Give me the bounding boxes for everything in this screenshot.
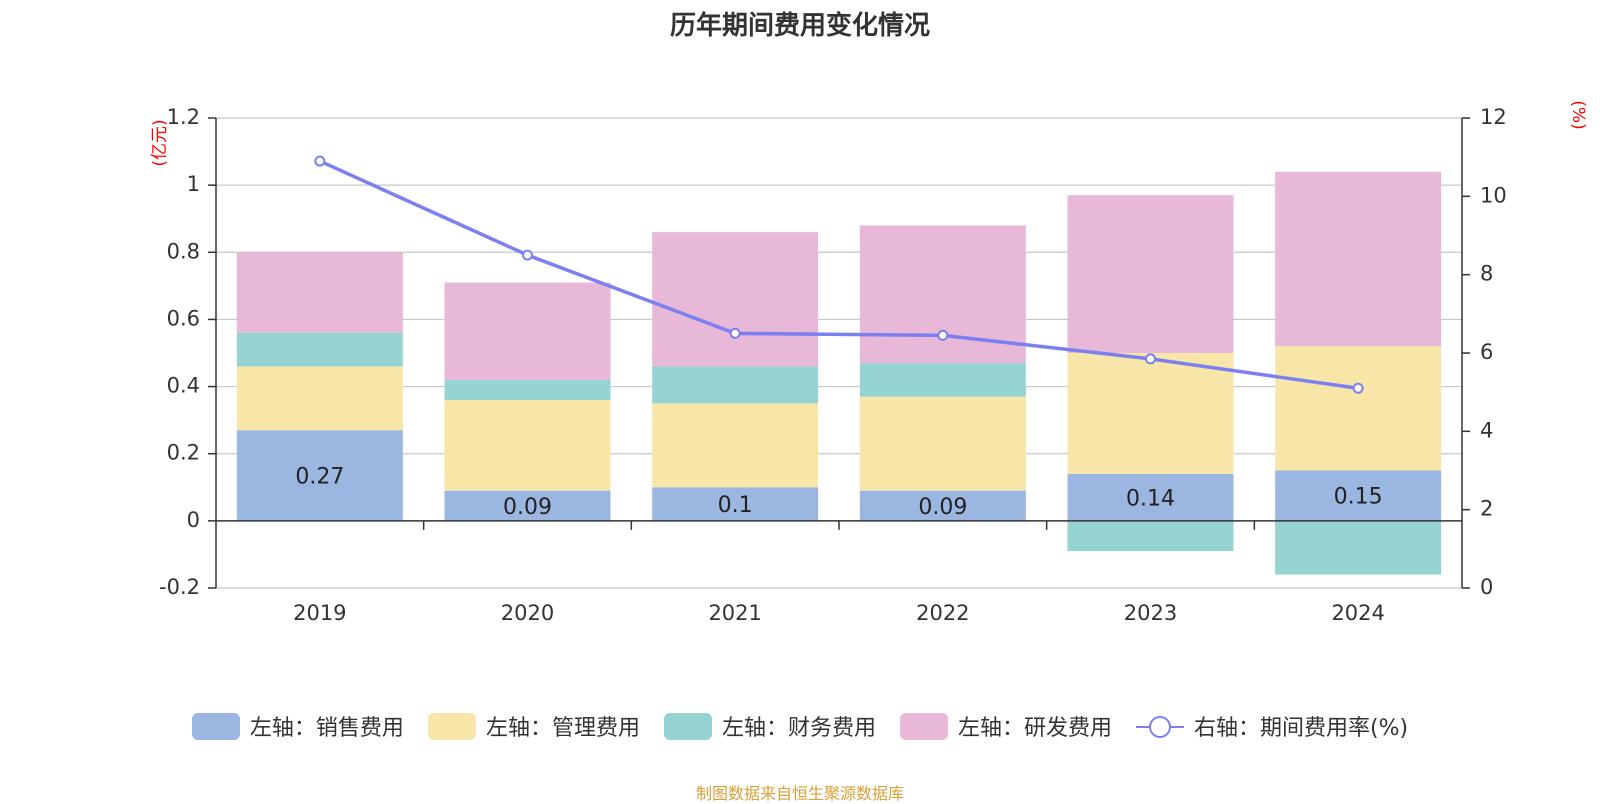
bars <box>236 171 1442 575</box>
legend-swatch-admin <box>427 712 476 740</box>
x-axis-tick-label: 2024 <box>1331 601 1384 625</box>
bar-admin <box>236 366 403 431</box>
rate-line-path <box>319 159 1359 390</box>
legend-item-finance[interactable]: 左轴：财务费用 <box>663 710 876 742</box>
rate-point <box>522 249 533 261</box>
legend-swatch-rate <box>1135 713 1184 740</box>
bar-finance <box>444 379 611 400</box>
data-label: 0.09 <box>918 495 967 520</box>
bar-rd <box>1275 171 1442 347</box>
legend: 左轴：销售费用 左轴：管理费用 左轴：财务费用 左轴：研发费用 右轴：期间费用率… <box>0 706 1600 746</box>
x-axis-tick-label: 2020 <box>501 601 554 625</box>
left-axis-tick-label: 0.2 <box>167 441 200 465</box>
bar-finance <box>236 332 403 367</box>
bar-admin <box>1067 353 1234 474</box>
source-note: 制图数据来自恒生聚源数据库 <box>695 784 904 803</box>
bar-finance <box>1067 520 1234 552</box>
rate-point <box>1145 353 1156 365</box>
x-axis-tick-label: 2021 <box>708 601 761 625</box>
rate-point <box>937 329 949 341</box>
bar-rd <box>236 252 403 333</box>
legend-label-rate: 右轴：期间费用率(%) <box>1193 716 1409 741</box>
bar-sales <box>1067 473 1234 521</box>
chart-title: 历年期间费用变化情况 <box>670 10 930 41</box>
data-label: 0.14 <box>1126 486 1175 511</box>
bar-sales <box>859 490 1026 521</box>
bar-admin <box>859 396 1026 491</box>
bar-admin <box>1275 346 1442 471</box>
rate-point <box>1352 382 1364 394</box>
legend-label-sales: 左轴：销售费用 <box>249 716 404 741</box>
bar-admin <box>652 403 819 488</box>
left-axis-tick-label: -0.2 <box>159 575 200 599</box>
x-axis-tick-label: 2019 <box>293 601 346 625</box>
right-axis-tick-label: 8 <box>1480 262 1493 286</box>
bar-finance <box>652 366 819 404</box>
legend-item-admin[interactable]: 左轴：管理费用 <box>427 710 640 742</box>
data-label: 0.09 <box>503 495 552 520</box>
bar-rd <box>1067 195 1234 353</box>
bar-rd <box>652 232 819 367</box>
data-label: 0.27 <box>295 465 344 490</box>
bar-rd <box>444 282 611 380</box>
bar-sales <box>652 487 819 521</box>
right-axis-tick-label: 0 <box>1480 575 1493 599</box>
legend-item-sales[interactable]: 左轴：销售费用 <box>191 710 404 742</box>
right-axis-tick-label: 6 <box>1480 340 1493 364</box>
bar-finance <box>1275 520 1442 575</box>
left-axis-unit: (亿元) <box>150 119 170 166</box>
legend-label-admin: 左轴：管理费用 <box>485 716 640 741</box>
data-label: 0.15 <box>1334 485 1383 510</box>
legend-swatch-sales <box>191 712 240 740</box>
rate-point <box>314 155 326 167</box>
legend-item-rate[interactable]: 右轴：期间费用率(%) <box>1135 710 1409 742</box>
bar-admin <box>444 400 611 491</box>
data-label: 0.1 <box>718 493 753 518</box>
legend-item-rd[interactable]: 左轴：研发费用 <box>899 710 1112 742</box>
bar-sales <box>1275 470 1442 521</box>
bar-finance <box>859 363 1026 397</box>
left-axis-tick-label: 0.8 <box>167 239 200 263</box>
right-axis-tick-label: 2 <box>1480 497 1493 521</box>
grid-lines <box>216 117 1462 589</box>
legend-swatch-rd <box>899 712 948 740</box>
left-axis-tick-label: 0.4 <box>167 374 200 398</box>
right-axis-tick-label: 4 <box>1480 418 1493 442</box>
right-axis-unit: (%) <box>1568 100 1588 129</box>
legend-swatch-finance <box>663 712 712 740</box>
left-axis-tick-label: 1.2 <box>167 105 200 129</box>
x-axis-tick-label: 2023 <box>1124 601 1177 625</box>
axes: -0.2 0 0.2 0.4 0.6 0.8 1 1.2 0 2 4 6 8 10 12 2019 2020 20… <box>159 105 1507 625</box>
rate-line <box>314 155 1364 394</box>
left-axis-tick-label: 1 <box>187 172 200 196</box>
left-axis-tick-label: 0.6 <box>167 306 200 330</box>
right-axis-tick-label: 10 <box>1480 183 1507 207</box>
legend-label-finance: 左轴：财务费用 <box>721 716 876 741</box>
bar-sales <box>444 490 611 521</box>
data-labels: 0.27 0.09 0.1 0.09 0.14 0.15 <box>295 465 1382 520</box>
bar-sales <box>236 430 403 521</box>
legend-label-rd: 左轴：研发费用 <box>957 716 1112 741</box>
rate-point <box>729 327 741 339</box>
left-axis-tick-label: 0 <box>187 508 200 532</box>
right-axis-tick-label: 12 <box>1480 105 1507 129</box>
x-axis-tick-label: 2022 <box>916 601 969 625</box>
